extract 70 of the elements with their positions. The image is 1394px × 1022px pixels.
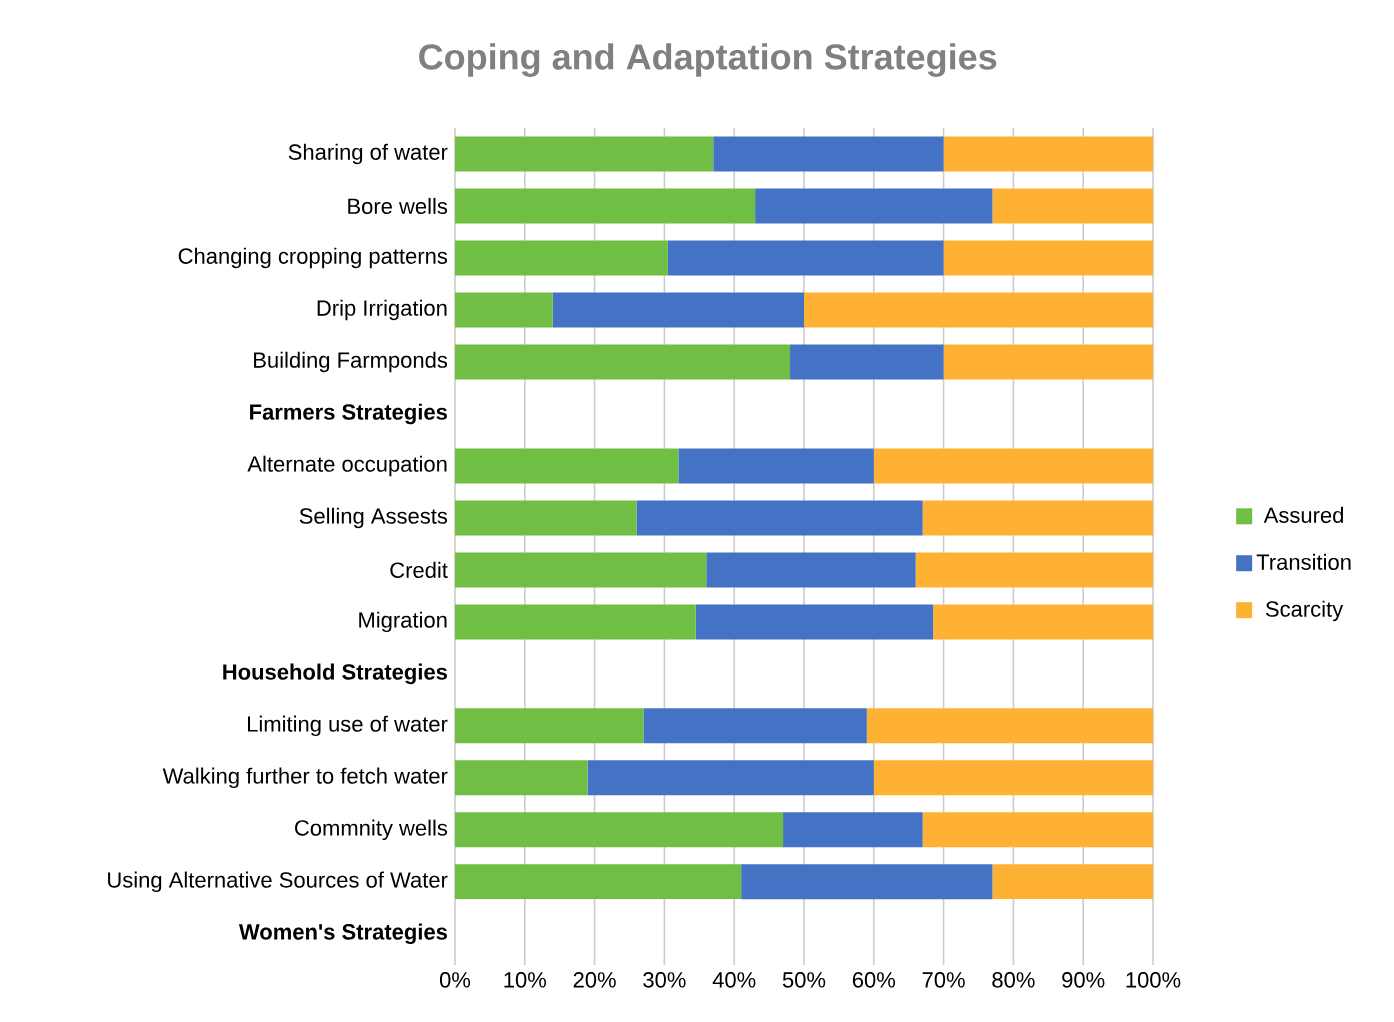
- bar: [943, 240, 1153, 276]
- x-tick-label: 40%: [712, 972, 756, 988]
- bar: [667, 240, 944, 276]
- bar: [587, 760, 874, 796]
- bar: [790, 344, 944, 380]
- y-tick-label: Credit: [390, 561, 448, 578]
- bar: [943, 136, 1153, 172]
- y-tick-label: Farmers Strategies: [250, 403, 447, 425]
- bar: [873, 760, 1153, 796]
- bar: [741, 864, 993, 900]
- bar: [943, 344, 1153, 380]
- bar: [455, 240, 668, 276]
- legend-label: Assured: [1263, 506, 1343, 523]
- bar: [455, 136, 714, 172]
- x-tick-label: 0%: [439, 972, 471, 988]
- legend-label: Transition: [1256, 553, 1351, 570]
- bar: [866, 708, 1153, 744]
- y-tick-label: Migration: [359, 611, 447, 633]
- bar: [455, 552, 707, 588]
- bar: [455, 292, 553, 328]
- x-tick-label: 50%: [782, 972, 826, 988]
- y-tick-label: Household Strategies: [223, 663, 448, 685]
- x-tick-label: 30%: [643, 972, 686, 988]
- y-tick-label: Limiting use of water: [247, 715, 448, 737]
- x-tick-label: 100%: [1126, 972, 1181, 988]
- bar: [678, 448, 874, 484]
- bar: [992, 188, 1153, 224]
- bar: [922, 500, 1153, 536]
- bar: [804, 292, 1153, 328]
- x-tick-label: 60%: [852, 972, 895, 988]
- bar: [922, 812, 1153, 848]
- y-tick-label: Sharing of water: [288, 143, 448, 165]
- bar: [455, 604, 696, 640]
- y-tick-label: Commnity wells: [295, 819, 448, 841]
- y-tick-label: Selling Assests: [299, 507, 448, 529]
- bar: [755, 188, 993, 224]
- y-tick-label: Walking further to fetch water: [162, 767, 448, 789]
- y-tick-label: Alternate occupation: [247, 455, 447, 477]
- bar: [915, 552, 1153, 588]
- chart-title: Coping and Adaptation Strategies: [419, 43, 997, 77]
- bar: [455, 344, 791, 380]
- y-tick-label: Bore wells: [348, 197, 448, 215]
- x-tick-label: 20%: [573, 972, 616, 988]
- bar: [455, 864, 742, 900]
- bar: [695, 604, 934, 640]
- bar: [643, 708, 867, 744]
- bar: [636, 500, 923, 536]
- bar: [873, 448, 1153, 484]
- bar: [783, 812, 923, 848]
- y-tick-label: Women's Strategies: [238, 923, 447, 945]
- bar: [455, 812, 784, 848]
- y-tick-label: Drip Irrigation: [317, 299, 447, 321]
- legend-label: Scarcity: [1265, 600, 1344, 622]
- bar: [455, 500, 637, 536]
- bar: [455, 708, 644, 744]
- bar: [455, 760, 588, 796]
- bar: [992, 864, 1153, 900]
- bar: [933, 604, 1153, 640]
- x-tick-label: 10%: [504, 972, 546, 988]
- bar: [455, 448, 679, 484]
- y-tick-label: Using Alternative Sources of Water: [108, 871, 448, 893]
- x-tick-label: 80%: [992, 972, 1035, 988]
- bar: [455, 188, 756, 224]
- y-tick-label: Building Farmponds: [254, 351, 448, 373]
- bar: [713, 136, 944, 172]
- bar: [552, 292, 804, 328]
- x-tick-label: 70%: [922, 972, 965, 988]
- y-tick-label: Changing cropping patterns: [178, 247, 448, 269]
- bar: [706, 552, 916, 588]
- x-tick-label: 90%: [1062, 972, 1105, 988]
